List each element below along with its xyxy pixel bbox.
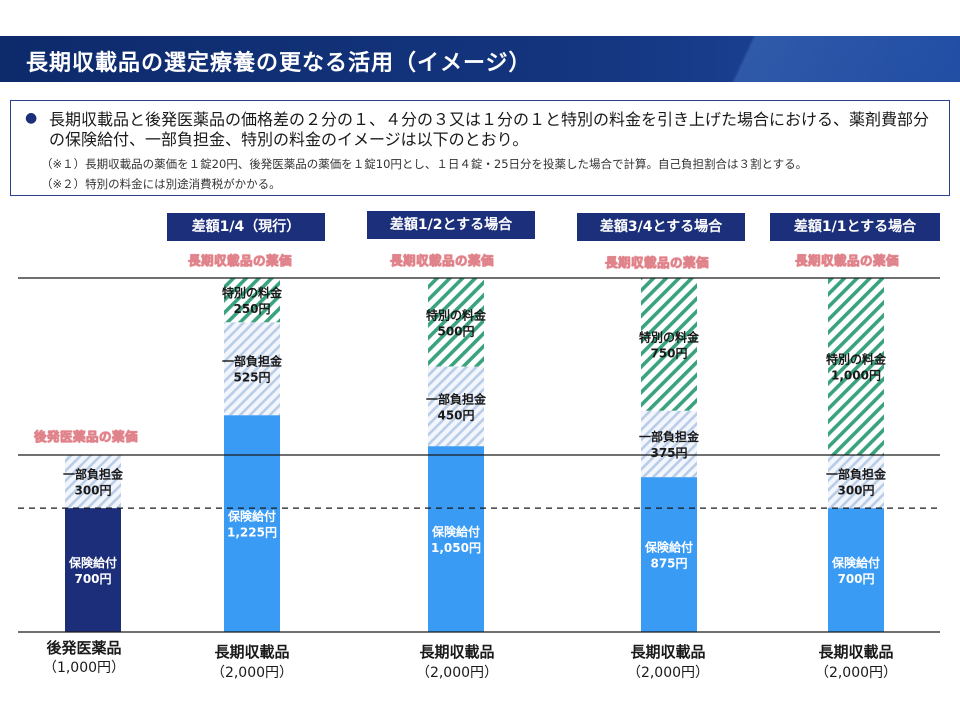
bar-label-copay-name-2: 一部負担金 [222,354,283,369]
bar-label-insurance-value-5: 700円 [837,572,874,586]
scenario-badge-2: 差額1/2とする場合 [363,207,539,243]
bar-label-copay-value-3: 450円 [437,408,474,422]
category-price-1: （1,000円） [42,660,126,676]
bar-label-insurance-value-3: 1,050円 [431,541,481,555]
category-name-2: 長期収載品 [214,643,290,661]
category-name-3: 長期収載品 [419,643,495,661]
bar-special-fee-3 [428,278,484,367]
bar-label-insurance-name-4: 保険給付 [644,540,693,555]
bar-label-insurance-name-3: 保険給付 [431,524,480,539]
category-name-4: 長期収載品 [630,643,706,661]
category-price-3: （2,000円） [415,665,499,681]
category-price-2: （2,000円） [210,665,294,681]
bar-insurance-1 [65,508,121,632]
category-price-5: （2,000円） [814,665,898,681]
scenario-badge-4: 差額1/1とする場合 [766,209,944,245]
bar-copay-5 [828,455,884,509]
bar-label-special-fee-name-5: 特別の料金 [826,352,887,367]
bar-label-copay-name-4: 一部負担金 [639,429,700,444]
bar-label-insurance-value-1: 700円 [74,572,111,586]
bar-label-copay-value-4: 375円 [650,446,687,460]
bar-label-copay-value-1: 300円 [74,484,111,498]
long-listed-price-label-4: 長期収載品の薬価 [795,253,900,269]
bar-label-special-fee-name-4: 特別の料金 [639,329,700,344]
title-bar: 長期収載品の選定療養の更なる活用（イメージ） [0,36,960,82]
bar-insurance-5 [828,508,884,632]
bar-copay-1 [65,455,121,509]
note-box: ● 長期収載品と後発医薬品の価格差の２分の１、４分の３又は１分の１と特別の料金を… [10,100,950,196]
page-title: 長期収載品の選定療養の更なる活用（イメージ） [26,51,532,76]
bar-label-special-fee-value-2: 250円 [233,302,270,316]
bar-label-insurance-name-2: 保険給付 [227,509,276,524]
long-listed-price-label-1: 長期収載品の薬価 [188,253,293,269]
bar-insurance-4 [641,477,697,632]
bar-copay-2 [224,322,280,416]
bar-label-special-fee-value-4: 750円 [650,346,687,360]
bar-label-copay-value-2: 525円 [233,371,270,385]
bar-label-insurance-value-4: 875円 [650,557,687,571]
bar-label-insurance-name-5: 保険給付 [831,555,880,570]
scenario-badge-1: 差額1/4（現行） [163,209,329,245]
bar-copay-3 [428,366,484,447]
category-price-4: （2,000円） [626,665,710,681]
category-name-1: 後発医薬品 [46,639,122,657]
bar-insurance-2 [224,415,280,632]
bar-label-insurance-name-1: 保険給付 [68,555,117,570]
category-name-5: 長期収載品 [818,643,894,661]
bar-label-special-fee-name-2: 特別の料金 [222,285,283,300]
bar-label-special-fee-value-3: 500円 [437,324,474,338]
bar-label-copay-name-3: 一部負担金 [426,391,487,406]
note-1: （※１）長期収載品の薬価を１錠20円、後発医薬品の薬価を１錠10円とし、１日４錠… [41,157,808,171]
bar-label-copay-name-1: 一部負担金 [63,467,124,482]
bar-special-fee-2 [224,278,280,323]
bar-insurance-3 [428,446,484,632]
note-main-text: 長期収載品と後発医薬品の価格差の２分の１、４分の３又は１分の１と特別の料金を引き… [49,110,930,149]
bar-label-insurance-value-2: 1,225円 [227,526,277,540]
bar-label-copay-name-5: 一部負担金 [826,467,887,482]
bar-label-special-fee-value-5: 1,000円 [831,369,881,383]
note-2: （※２）特別の料金には別途消費税がかかる。 [41,177,281,191]
long-listed-price-label-2: 長期収載品の薬価 [390,253,495,269]
long-listed-price-label-3: 長期収載品の薬価 [605,255,710,271]
bullet-icon: ● [25,110,38,126]
generic-price-label: 後発医薬品の薬価 [34,429,139,445]
bar-label-special-fee-name-3: 特別の料金 [426,307,487,322]
bar-special-fee-5 [828,278,884,455]
bar-label-copay-value-5: 300円 [837,484,874,498]
bar-copay-4 [641,410,697,478]
bar-special-fee-4 [641,278,697,411]
